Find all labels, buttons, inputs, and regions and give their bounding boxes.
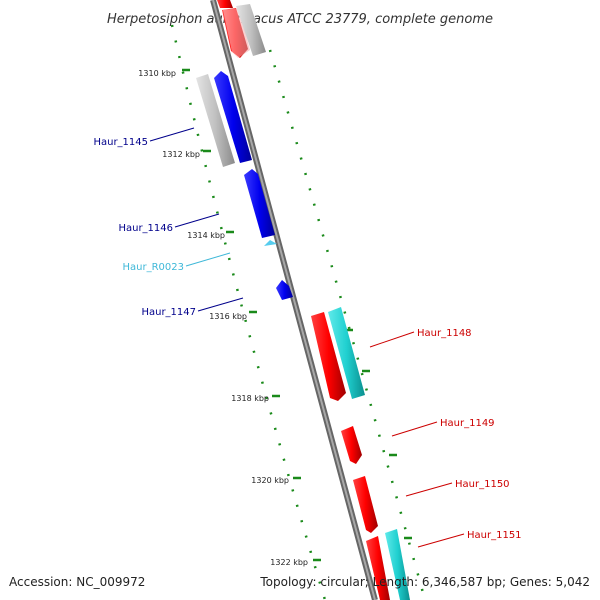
gene-haur-1151[interactable] [366, 536, 390, 600]
gene-labels: Haur_1145 Haur_1146 Haur_R0023 Haur_1147… [93, 137, 521, 541]
gene-haur-1149[interactable] [341, 426, 362, 464]
gene-label[interactable]: Haur_1147 [141, 307, 196, 318]
gene-label[interactable]: Haur_1150 [455, 479, 510, 490]
callout-line [197, 297, 244, 312]
callout-line [391, 421, 438, 437]
genome-summary-text: Topology: circular; Length: 6,346,587 bp… [259, 575, 590, 589]
gene-label[interactable]: Haur_1149 [440, 418, 495, 429]
inner-scale-track [170, 24, 327, 600]
gene-haur-1148[interactable] [328, 307, 365, 399]
scale-labels: 1310 kbp 1312 kbp 1314 kbp 1316 kbp 1318… [138, 69, 308, 567]
callout-line [417, 533, 465, 548]
gene-haur-1145[interactable] [214, 71, 252, 163]
gene-callouts [149, 127, 465, 548]
callout-line [149, 127, 195, 142]
gene-label[interactable]: Haur_1148 [417, 328, 472, 339]
gene-feature[interactable] [236, 4, 266, 56]
scale-label: 1314 kbp [187, 231, 225, 240]
gene-feature[interactable] [217, 0, 233, 8]
inner-major-ticks [182, 68, 321, 562]
scale-label: 1312 kbp [162, 150, 200, 159]
scale-label: 1310 kbp [138, 69, 176, 78]
callout-line [369, 331, 415, 348]
accession-text: Accession: NC_009972 [9, 575, 145, 589]
gene-haur-1151-cyan[interactable] [385, 529, 410, 600]
gene-haur-1150[interactable] [353, 476, 378, 533]
scale-label: 1322 kbp [270, 558, 308, 567]
gene-label[interactable]: Haur_R0023 [123, 262, 185, 273]
gene-label[interactable]: Haur_1145 [93, 137, 148, 148]
scale-label: 1320 kbp [251, 476, 289, 485]
callout-line [185, 252, 231, 267]
callout-line [174, 213, 220, 228]
gene-haur-1145-gray[interactable] [196, 74, 235, 167]
outer-scale-track [268, 49, 427, 600]
gene-feature-overlay [223, 8, 250, 58]
gene-haur-1148-red[interactable] [311, 312, 346, 401]
gene-haur-1147[interactable] [276, 280, 293, 300]
callout-line [405, 482, 453, 497]
gene-label[interactable]: Haur_1146 [118, 223, 173, 234]
map-title: Herpetosiphon aurantiacus ATCC 23779, co… [107, 12, 493, 27]
genome-backbone-highlight [212, 0, 376, 600]
rna-haur-r0023[interactable] [264, 240, 277, 246]
gene-label[interactable]: Haur_1151 [467, 530, 522, 541]
scale-label: 1316 kbp [209, 312, 247, 321]
gene-haur-1146[interactable] [244, 169, 275, 238]
scale-label: 1318 kbp [231, 394, 269, 403]
